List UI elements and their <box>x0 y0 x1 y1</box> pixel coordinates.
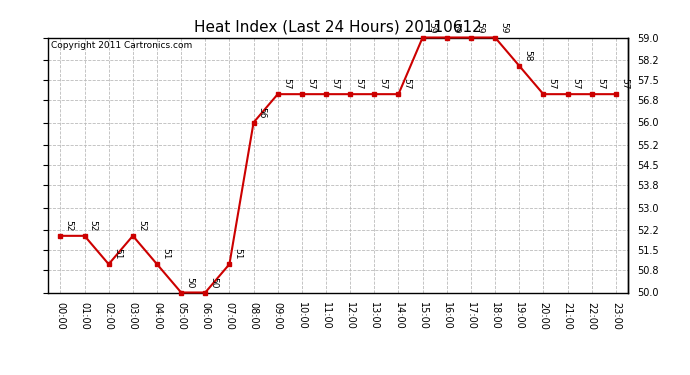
Text: Copyright 2011 Cartronics.com: Copyright 2011 Cartronics.com <box>51 41 193 50</box>
Text: 59: 59 <box>427 22 436 33</box>
Text: 57: 57 <box>596 78 605 90</box>
Text: 57: 57 <box>572 78 581 90</box>
Title: Heat Index (Last 24 Hours) 20110612: Heat Index (Last 24 Hours) 20110612 <box>194 20 482 35</box>
Text: 50: 50 <box>186 277 195 288</box>
Text: 57: 57 <box>620 78 629 90</box>
Text: 59: 59 <box>475 22 484 33</box>
Text: 57: 57 <box>355 78 364 90</box>
Text: 57: 57 <box>379 78 388 90</box>
Text: 57: 57 <box>282 78 291 90</box>
Text: 52: 52 <box>89 220 98 232</box>
Text: 56: 56 <box>258 107 267 118</box>
Text: 57: 57 <box>331 78 339 90</box>
Text: 50: 50 <box>210 277 219 288</box>
Text: 59: 59 <box>500 22 509 33</box>
Text: 52: 52 <box>137 220 146 232</box>
Text: 57: 57 <box>403 78 412 90</box>
Text: 51: 51 <box>161 249 170 260</box>
Text: 58: 58 <box>524 50 533 62</box>
Text: 51: 51 <box>234 249 243 260</box>
Text: 57: 57 <box>548 78 557 90</box>
Text: 59: 59 <box>451 22 460 33</box>
Text: 51: 51 <box>113 249 122 260</box>
Text: 52: 52 <box>65 220 74 232</box>
Text: 57: 57 <box>306 78 315 90</box>
